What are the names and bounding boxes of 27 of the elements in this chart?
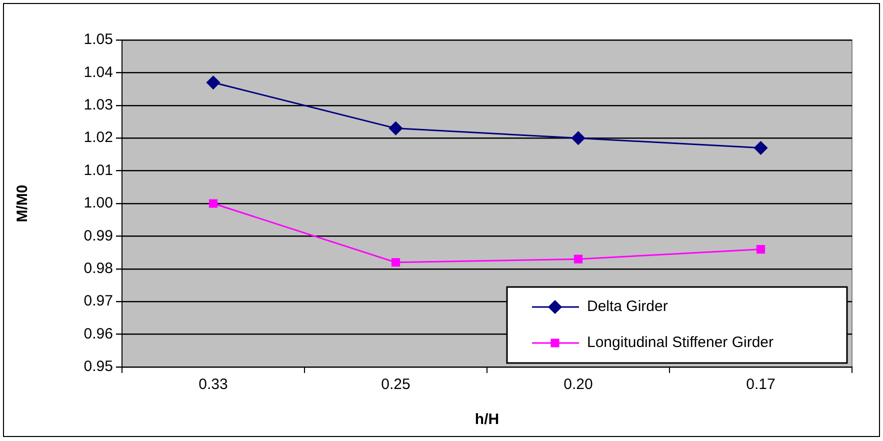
y-tick-label: 1.01 [84,162,113,179]
y-tick-label: 0.98 [84,260,113,278]
y-tick-label: 1.00 [84,194,113,212]
point [574,254,583,264]
y-tick-label: 1.04 [84,64,113,81]
y-tick-label: 1.02 [84,129,113,146]
x-tick-label: 0.33 [198,376,228,394]
point [208,199,218,208]
point [572,131,585,145]
point [754,141,768,155]
legend-label: Delta Girder [587,298,668,316]
y-tick-label: 1.05 [84,31,113,48]
point [389,122,402,136]
y-tick-label: 0.95 [84,358,113,376]
x-tick-label: 0.20 [564,376,593,394]
y-tick-label: 0.99 [84,227,113,244]
y-tick-label: 1.03 [84,96,113,114]
point [391,258,400,267]
x-tick-label: 0.25 [381,376,410,394]
legend-label: Longitudinal Stiffener Girder [587,334,774,352]
point [756,244,766,254]
y-tick-label: 0.96 [84,325,113,342]
y-tick-label: 0.97 [84,292,113,310]
y-axis-title: M/M0 [14,184,32,222]
point [206,76,220,90]
x-tick-label: 0.17 [746,376,776,394]
x-axis-title: h/H [474,411,500,428]
